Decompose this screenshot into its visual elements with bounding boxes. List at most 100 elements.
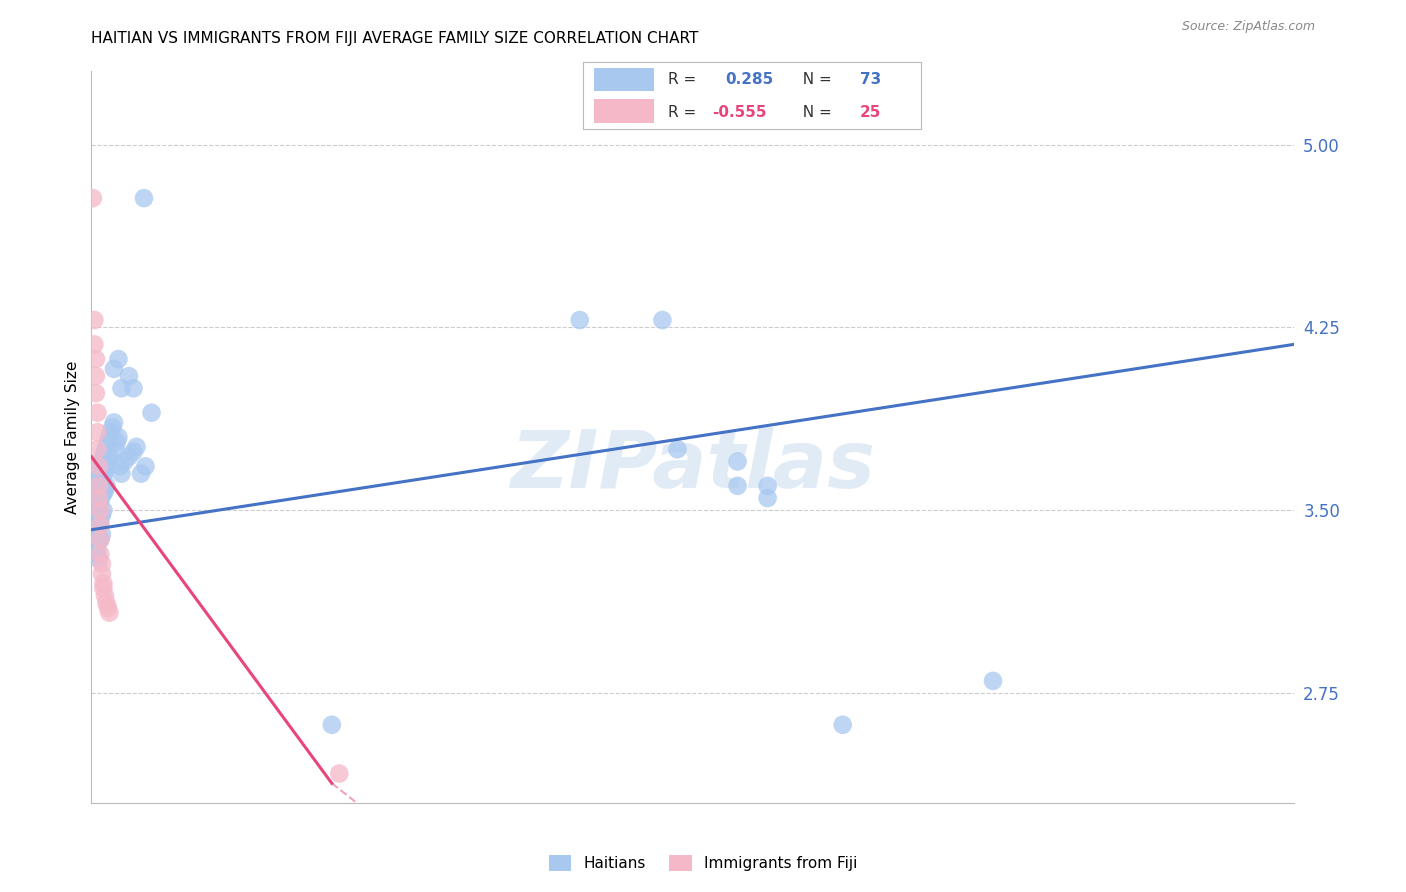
Point (98, 450, 121, 464)
Point (727, 454, 749, 468)
Point (98, 430, 121, 444)
Point (84, 547, 107, 561)
Point (96, 440, 118, 454)
Point (94, 589, 117, 603)
Point (84, 386, 107, 401)
Point (122, 381, 145, 395)
Point (93, 469, 115, 483)
Point (651, 313, 673, 327)
Point (89, 493, 111, 508)
Text: 0.285: 0.285 (725, 72, 773, 87)
Point (89, 517, 111, 532)
Point (97, 434, 120, 449)
Point (94, 444, 117, 458)
Point (87, 552, 110, 566)
Point (86, 474, 108, 488)
Point (93, 503, 115, 517)
Point (89, 459, 111, 474)
Point (96, 479, 118, 493)
Point (86, 491, 108, 505)
Point (98, 606, 121, 620)
Point (84, 483, 107, 498)
Point (89, 503, 111, 517)
Bar (593, 68, 654, 91)
Text: Source: ZipAtlas.com: Source: ZipAtlas.com (1181, 20, 1315, 33)
Point (89, 533, 111, 547)
Point (86, 542, 108, 557)
Point (86, 508, 108, 522)
Point (83, 337, 105, 351)
Text: -0.555: -0.555 (711, 104, 766, 120)
Point (756, 479, 779, 493)
Point (84, 352, 107, 367)
Point (118, 369, 141, 384)
Point (118, 450, 141, 464)
Point (84, 499, 107, 513)
Point (87, 499, 110, 513)
Point (90, 454, 112, 468)
Point (321, 718, 343, 732)
Text: ZIPatlas: ZIPatlas (510, 427, 875, 506)
Point (84, 533, 107, 547)
Point (141, 406, 163, 420)
Bar (593, 99, 654, 123)
Point (89, 533, 111, 547)
Point (83, 523, 105, 537)
Point (666, 442, 689, 457)
Text: 73: 73 (860, 72, 882, 87)
Point (82, 503, 104, 517)
Point (82, 191, 104, 205)
Point (90, 489, 112, 503)
Point (87, 467, 110, 481)
Legend: Haitians, Immigrants from Fiji: Haitians, Immigrants from Fiji (543, 849, 863, 877)
Y-axis label: Average Family Size: Average Family Size (65, 360, 80, 514)
Point (107, 352, 129, 367)
Point (87, 491, 110, 505)
Point (83, 313, 105, 327)
Point (103, 416, 125, 430)
Point (97, 454, 120, 468)
Point (83, 508, 105, 522)
Point (104, 442, 127, 457)
Point (110, 467, 132, 481)
Point (108, 459, 131, 474)
Point (114, 454, 136, 468)
Point (90, 557, 112, 571)
Point (87, 479, 110, 493)
Point (90, 508, 112, 522)
Point (87, 483, 110, 498)
Point (125, 440, 148, 454)
Point (831, 718, 853, 732)
Point (90, 566, 112, 581)
Point (84, 517, 107, 532)
Point (107, 430, 129, 444)
Point (86, 425, 108, 440)
Point (122, 444, 145, 458)
Point (756, 491, 779, 505)
Point (981, 673, 1004, 688)
Point (129, 467, 152, 481)
Text: R =: R = (668, 72, 706, 87)
Point (101, 420, 124, 434)
Point (86, 527, 108, 541)
Text: N =: N = (793, 72, 837, 87)
Point (93, 576, 115, 591)
Point (87, 516, 110, 530)
Point (93, 450, 115, 464)
Point (97, 600, 120, 615)
Text: 25: 25 (860, 104, 882, 120)
Point (134, 459, 156, 474)
Point (89, 547, 111, 561)
Point (84, 369, 107, 384)
Point (103, 361, 125, 376)
Text: R =: R = (668, 104, 702, 120)
Point (568, 313, 591, 327)
Point (86, 442, 108, 457)
Point (94, 464, 117, 478)
Point (93, 581, 115, 595)
Point (87, 533, 110, 547)
Text: HAITIAN VS IMMIGRANTS FROM FIJI AVERAGE FAMILY SIZE CORRELATION CHART: HAITIAN VS IMMIGRANTS FROM FIJI AVERAGE … (91, 31, 699, 46)
Point (105, 434, 128, 449)
Point (86, 406, 108, 420)
Point (90, 527, 112, 541)
